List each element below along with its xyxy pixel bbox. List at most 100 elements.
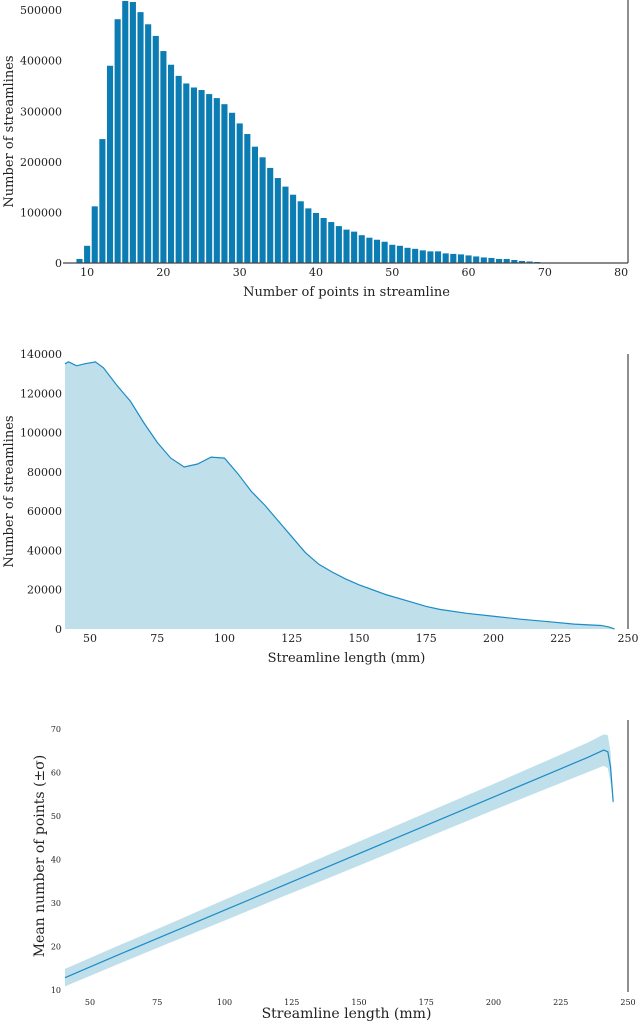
bar bbox=[473, 256, 480, 263]
y-tick-label: 60 bbox=[51, 768, 61, 777]
bar bbox=[229, 112, 236, 264]
bar bbox=[351, 231, 358, 263]
y-tick-label: 100000 bbox=[20, 427, 62, 440]
bar bbox=[91, 206, 98, 263]
y-tick-label: 500000 bbox=[20, 4, 62, 17]
bar bbox=[175, 75, 182, 263]
bar bbox=[221, 104, 228, 263]
x-tick-label: 125 bbox=[284, 998, 299, 1007]
bar bbox=[106, 65, 114, 263]
bar bbox=[503, 258, 510, 263]
x-tick-label: 250 bbox=[620, 998, 635, 1007]
x-tick-label: 50 bbox=[85, 998, 95, 1007]
bar bbox=[457, 254, 464, 263]
y-tick-label: 0 bbox=[55, 257, 62, 270]
bar bbox=[198, 90, 205, 264]
x-tick-label: 200 bbox=[486, 998, 501, 1007]
bar bbox=[328, 222, 335, 263]
bar bbox=[381, 241, 388, 263]
x-tick-label: 225 bbox=[550, 632, 571, 645]
bar bbox=[152, 35, 159, 264]
y-tick-label: 40000 bbox=[27, 544, 62, 557]
bar bbox=[114, 19, 121, 263]
bar bbox=[244, 134, 251, 263]
bar bbox=[129, 2, 136, 264]
y-tick-label: 200000 bbox=[20, 156, 62, 169]
x-tick-label: 20 bbox=[156, 266, 170, 279]
x-tick-label: 125 bbox=[281, 632, 302, 645]
y-tick-label: 120000 bbox=[20, 387, 62, 400]
bar bbox=[297, 201, 304, 263]
bar bbox=[183, 83, 190, 263]
x-tick-label: 30 bbox=[233, 266, 247, 279]
x-tick-label: 60 bbox=[462, 266, 476, 279]
bar bbox=[213, 98, 220, 263]
bar bbox=[335, 226, 342, 263]
x-tick-label: 80 bbox=[614, 266, 628, 279]
y-axis-label: Mean number of points (±σ) bbox=[32, 755, 48, 958]
bar bbox=[396, 245, 403, 263]
y-tick-label: 10 bbox=[51, 986, 61, 995]
bar bbox=[305, 208, 312, 263]
y-tick-label: 0 bbox=[55, 623, 62, 636]
x-tick-label: 50 bbox=[385, 266, 399, 279]
bar bbox=[76, 258, 83, 263]
chart-3: 50 75 100 125 150 175 200 225 250 10 20 30 40 50 60 70 S… bbox=[32, 720, 636, 1022]
x-tick-label: 50 bbox=[83, 632, 97, 645]
y-tick-label: 100000 bbox=[20, 206, 62, 219]
bar bbox=[434, 251, 442, 263]
x-tick-label: 225 bbox=[553, 998, 568, 1007]
bar bbox=[389, 244, 396, 263]
bar bbox=[488, 257, 495, 263]
bar bbox=[320, 217, 327, 263]
y-tick-label: 20 bbox=[51, 942, 61, 951]
area-fill bbox=[65, 361, 615, 629]
y-tick-label: 400000 bbox=[20, 55, 62, 68]
bar bbox=[419, 250, 426, 263]
bar bbox=[84, 245, 91, 263]
bar bbox=[290, 194, 297, 263]
x-tick-label: 250 bbox=[618, 632, 639, 645]
y-tick-label: 50 bbox=[51, 812, 61, 821]
area-line bbox=[64, 361, 615, 630]
bar bbox=[160, 51, 167, 264]
bar bbox=[236, 123, 243, 264]
bar bbox=[137, 12, 144, 264]
bar bbox=[267, 167, 274, 263]
chart-1: 10 20 30 40 50 60 70 80 0 100000 200000 300000 40000… bbox=[2, 0, 629, 300]
x-tick-label: 150 bbox=[351, 998, 366, 1007]
y-tick-label: 70 bbox=[51, 725, 61, 734]
bar bbox=[206, 94, 213, 263]
bar bbox=[427, 251, 434, 263]
x-tick-label: 175 bbox=[416, 632, 437, 645]
std-band bbox=[65, 734, 614, 987]
x-tick-label: 70 bbox=[538, 266, 552, 279]
y-tick-label: 20000 bbox=[27, 584, 62, 597]
bar bbox=[274, 178, 281, 263]
x-tick-label: 100 bbox=[217, 998, 232, 1007]
x-axis-label: Number of points in streamline bbox=[243, 285, 450, 300]
bar bbox=[373, 239, 381, 263]
x-tick-label: 10 bbox=[80, 266, 94, 279]
bar bbox=[259, 157, 266, 263]
mean-line bbox=[64, 749, 614, 979]
bar bbox=[404, 247, 411, 263]
y-tick-label: 30 bbox=[51, 899, 61, 908]
bar bbox=[251, 146, 259, 263]
x-tick-label: 40 bbox=[309, 266, 323, 279]
bar bbox=[122, 1, 129, 264]
bar bbox=[518, 260, 526, 263]
bar bbox=[480, 257, 487, 263]
bar bbox=[412, 248, 419, 263]
bar bbox=[366, 237, 373, 263]
y-tick-label: 140000 bbox=[20, 348, 62, 361]
y-tick-label: 60000 bbox=[27, 505, 62, 518]
x-tick-label: 200 bbox=[483, 632, 504, 645]
x-axis-label: Streamline length (mm) bbox=[262, 1006, 432, 1022]
x-tick-label: 100 bbox=[214, 632, 235, 645]
bar bbox=[190, 87, 197, 263]
y-tick-label: 80000 bbox=[27, 466, 62, 479]
y-axis-label: Number of streamlines bbox=[2, 415, 17, 567]
x-tick-label: 150 bbox=[349, 632, 370, 645]
